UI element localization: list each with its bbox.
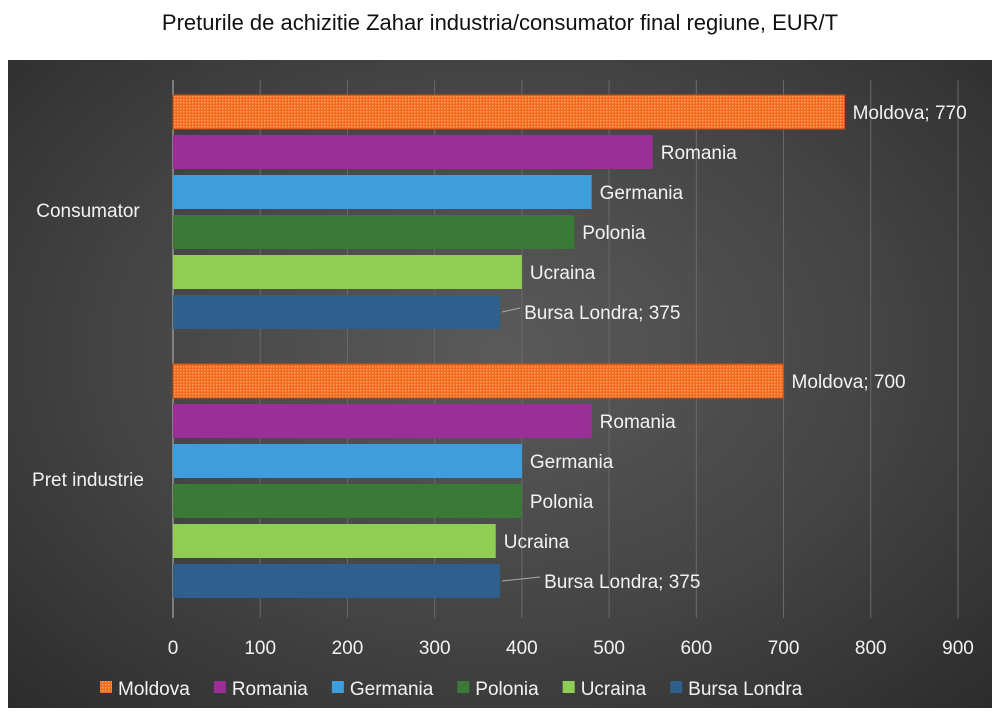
x-tick-label: 100 xyxy=(244,638,276,659)
legend-swatch xyxy=(562,681,575,693)
data-label: Polonia xyxy=(530,492,594,513)
legend-label: Germania xyxy=(350,679,434,700)
x-tick-label: 600 xyxy=(680,638,712,659)
data-label: Bursa Londra; 375 xyxy=(544,572,700,593)
bar-polonia xyxy=(173,215,575,249)
x-tick-label: 400 xyxy=(506,638,538,659)
legend-label: Ucraina xyxy=(581,679,647,700)
x-tick-label: 300 xyxy=(419,638,451,659)
data-label: Bursa Londra; 375 xyxy=(524,303,680,324)
legend-label: Romania xyxy=(232,679,308,700)
bar-bursa-londra xyxy=(173,295,501,329)
bar-moldova xyxy=(172,363,785,399)
bar-germania xyxy=(173,175,592,209)
bar-germania xyxy=(173,444,522,478)
data-label: Polonia xyxy=(582,223,646,244)
legend-label: Moldova xyxy=(118,679,190,700)
bar-polonia xyxy=(173,484,522,518)
legend-label: Bursa Londra xyxy=(688,679,803,700)
x-tick-label: 900 xyxy=(942,638,974,659)
x-tick-label: 500 xyxy=(593,638,625,659)
x-tick-label: 700 xyxy=(768,638,800,659)
bar-moldova xyxy=(172,94,846,130)
data-label: Moldova; 770 xyxy=(853,103,967,124)
data-label: Moldova; 700 xyxy=(792,372,906,393)
legend-swatch xyxy=(100,681,112,693)
legend-swatch xyxy=(331,681,344,693)
bar-ucraina xyxy=(173,524,496,558)
data-label: Romania xyxy=(600,412,676,433)
data-label: Ucraina xyxy=(530,263,596,284)
data-label: Romania xyxy=(661,143,737,164)
data-label: Germania xyxy=(600,183,684,204)
bar-romania xyxy=(173,135,653,169)
bar-romania xyxy=(173,404,592,438)
bar-ucraina xyxy=(173,255,522,289)
x-tick-label: 200 xyxy=(332,638,364,659)
data-label: Ucraina xyxy=(504,532,570,553)
legend-swatch xyxy=(457,681,470,693)
legend-label: Polonia xyxy=(475,679,539,700)
data-label: Germania xyxy=(530,452,614,473)
leader-line xyxy=(501,307,521,313)
leader-line xyxy=(502,576,541,582)
legend-swatch xyxy=(670,681,683,693)
chart-title: Preturile de achizitie Zahar industria/c… xyxy=(161,10,839,35)
x-tick-label: 800 xyxy=(855,638,887,659)
legend-swatch xyxy=(213,681,226,693)
x-tick-label: 0 xyxy=(168,638,179,659)
bar-bursa-londra xyxy=(173,564,501,598)
category-label: Consumator xyxy=(36,201,140,222)
category-label: Pret industrie xyxy=(32,470,144,491)
